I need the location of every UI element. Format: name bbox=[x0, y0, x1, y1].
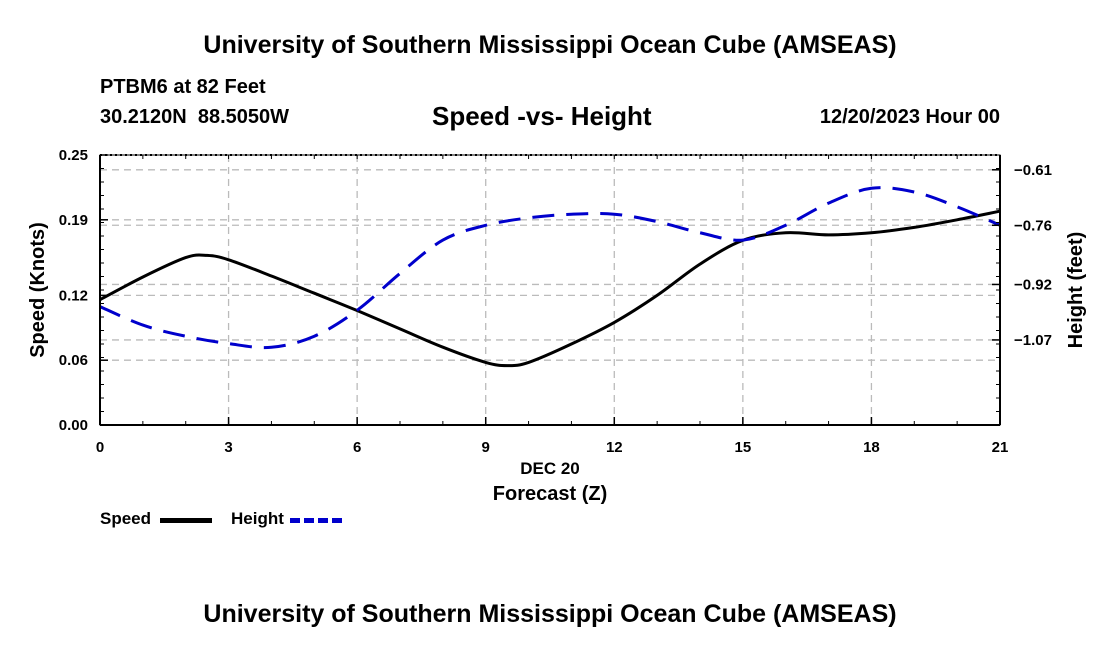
x-tick-label: 9 bbox=[482, 439, 490, 456]
y-tick-label: 0.25 bbox=[59, 147, 88, 164]
ticks: 0 3 6 9 12 15 18 21 0.00 0.06 0.12 0.19 0.25 −1.07 −0.… bbox=[59, 147, 1052, 456]
forecast-date: 12/20/2023 Hour 00 bbox=[819, 106, 1000, 128]
y2-tick-label: −0.92 bbox=[1014, 276, 1052, 293]
y2-tick-label: −1.07 bbox=[1014, 332, 1052, 349]
y-axis-label: Speed (Knots) bbox=[27, 222, 49, 358]
y2-tick-label: −0.76 bbox=[1014, 217, 1052, 234]
station-label: PTBM6 at 82 Feet bbox=[100, 76, 266, 98]
x-tick-label: 6 bbox=[353, 439, 361, 456]
series-lines bbox=[99, 186, 1001, 368]
plot-frame bbox=[99, 154, 1001, 426]
legend-height-swatch bbox=[290, 518, 342, 523]
x-axis-label: Forecast (Z) bbox=[493, 483, 607, 505]
y2-tick-label: −0.61 bbox=[1014, 162, 1052, 179]
y-tick-label: 0.12 bbox=[59, 287, 88, 304]
grid bbox=[100, 155, 1000, 425]
legend-speed-label: Speed bbox=[100, 509, 152, 528]
y2-axis-label: Height (feet) bbox=[1065, 232, 1087, 349]
report-title: University of Southern Mississippi Ocean… bbox=[203, 31, 897, 59]
legend-height-label: Height bbox=[231, 509, 284, 528]
chart-title: Speed -vs- Height bbox=[432, 101, 652, 131]
station-coordinates: 30.2120N 88.5050W bbox=[100, 106, 290, 128]
x-tick-label: 21 bbox=[992, 439, 1009, 456]
height-series-line bbox=[99, 186, 1001, 350]
x-tick-label: 15 bbox=[735, 439, 752, 456]
axes bbox=[99, 154, 1001, 426]
legend-speed-swatch bbox=[160, 518, 212, 523]
y-tick-label: 0.06 bbox=[59, 352, 88, 369]
x-tick-label: 12 bbox=[606, 439, 623, 456]
footer-title: University of Southern Mississippi Ocean… bbox=[203, 600, 897, 628]
y-tick-label: 0.00 bbox=[59, 417, 88, 434]
x-sublabel: DEC 20 bbox=[520, 459, 580, 478]
y-tick-label: 0.19 bbox=[59, 212, 88, 229]
x-tick-label: 18 bbox=[863, 439, 880, 456]
x-tick-label: 0 bbox=[96, 439, 104, 456]
x-tick-label: 3 bbox=[224, 439, 232, 456]
speed-series-line bbox=[99, 209, 1001, 368]
